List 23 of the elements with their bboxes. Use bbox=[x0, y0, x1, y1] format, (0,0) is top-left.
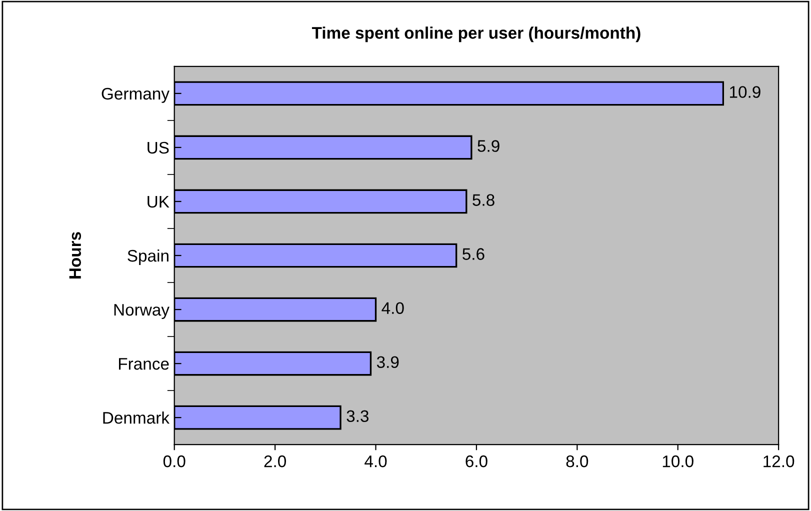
data-label: 3.9 bbox=[376, 356, 399, 368]
data-label: 4.0 bbox=[382, 302, 404, 314]
y-tick-label: Denmark bbox=[103, 412, 170, 424]
y-tick-label: UK bbox=[148, 196, 170, 208]
y-tick-label: France bbox=[119, 358, 169, 370]
y-tick-label: Norway bbox=[114, 304, 170, 320]
x-tick-label: 6.0 bbox=[466, 455, 488, 468]
data-label: 10.9 bbox=[730, 86, 760, 98]
y-tick-label: US bbox=[148, 142, 169, 154]
x-tick-label: 10.0 bbox=[662, 455, 694, 468]
data-label: 5.9 bbox=[478, 140, 500, 152]
data-label: 5.6 bbox=[462, 248, 484, 260]
x-tick-label: 8.0 bbox=[566, 455, 588, 468]
data-label: 3.3 bbox=[346, 410, 369, 422]
x-tick-label: 0.0 bbox=[163, 455, 186, 468]
chart-title: Time spent online per user (hours/month) bbox=[312, 26, 640, 42]
x-tick-label: 2.0 bbox=[264, 455, 286, 468]
y-tick-label: Spain bbox=[128, 249, 168, 265]
x-tick-label: 12.0 bbox=[764, 455, 794, 468]
x-tick-label: 4.0 bbox=[364, 455, 387, 468]
y-axis-title: Hours bbox=[69, 232, 82, 278]
y-tick-label: Germany bbox=[102, 88, 170, 103]
data-label: 5.8 bbox=[472, 194, 494, 206]
